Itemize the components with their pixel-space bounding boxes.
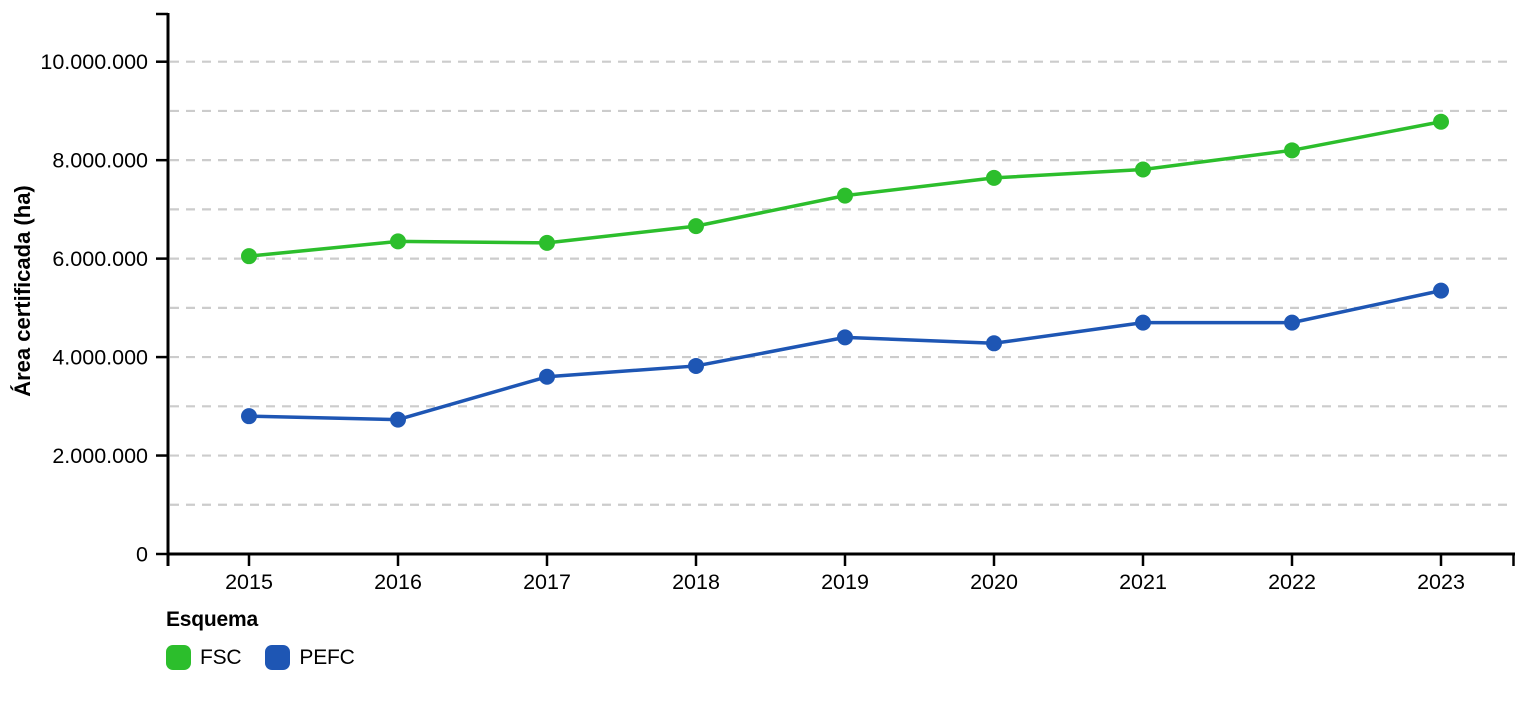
data-point [241,408,257,425]
data-point [1433,113,1449,130]
data-point [1135,161,1151,178]
data-point [241,248,257,265]
data-point [837,329,853,346]
y-tick-label: 10.000.000 [40,50,148,74]
y-tick-label: 4.000.000 [52,346,148,370]
gridlines [170,60,1512,506]
legend-swatch-pefc [265,645,291,670]
legend: Esquema FSC PEFC [166,608,355,670]
data-point [1284,142,1300,159]
y-axis [156,12,170,566]
legend-item-fsc: FSC [166,645,242,670]
legend-item-label: FSC [200,645,242,669]
x-tick-labels: 2015 2016 2017 2018 2019 2020 2021 2022 2023 [225,570,1465,594]
data-point [837,187,853,204]
legend-title: Esquema [166,608,258,631]
legend-swatch-fsc [166,645,191,670]
data-point [1135,314,1151,331]
series-line [247,288,1443,422]
legend-item-label: PEFC [299,645,355,669]
data-point [1284,314,1300,331]
data-point [539,234,555,251]
x-axis [168,552,1515,566]
data-point [390,233,406,250]
series-fsc [241,113,1449,265]
y-tick-label: 2.000.000 [52,444,148,468]
x-tick-label: 2018 [672,570,720,594]
data-point [688,218,704,235]
y-tick-labels: 0 2.000.000 4.000.000 6.000.000 8.000.000 10.… [40,50,148,566]
y-tick-label: 0 [136,543,148,567]
legend-items: FSC PEFC [166,645,355,670]
data-point [986,169,1002,186]
data-point [390,411,406,428]
x-tick-label: 2023 [1417,570,1465,594]
x-tick-label: 2015 [225,570,273,594]
x-tick-label: 2021 [1119,570,1167,594]
x-tick-label: 2017 [523,570,571,594]
legend-item-pefc: PEFC [265,645,355,670]
x-tick-label: 2016 [374,570,422,594]
data-point [986,335,1002,352]
y-axis-title: Área certificada (ha) [10,185,35,397]
x-tick-label: 2019 [821,570,869,594]
data-point [688,357,704,374]
y-tick-label: 6.000.000 [52,247,148,271]
data-point [539,368,555,385]
x-tick-label: 2022 [1268,570,1316,594]
x-tick-label: 2020 [970,570,1018,594]
data-point [1433,282,1449,299]
y-tick-label: 8.000.000 [52,149,148,173]
plot-area: 0 2.000.000 4.000.000 6.000.000 8.000.000 10.… [10,12,1515,594]
series-pefc [241,282,1449,428]
